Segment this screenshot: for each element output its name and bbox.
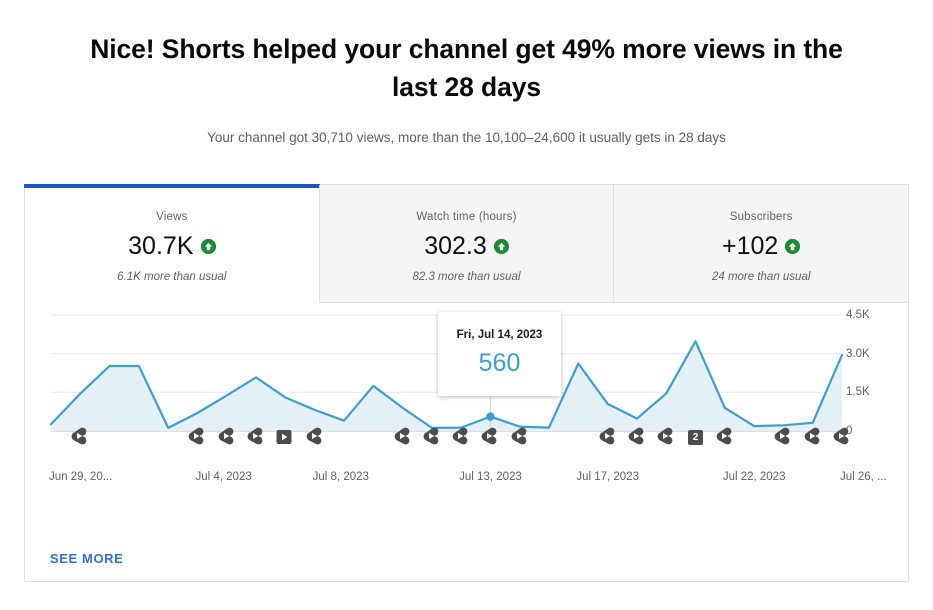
upload-marker-shorts-icon[interactable]	[774, 427, 792, 447]
upload-marker-shorts-icon[interactable]	[511, 427, 529, 447]
upload-marker-count: 2	[688, 430, 704, 445]
trend-up-icon	[785, 238, 801, 254]
tab-subscribers-label: Subscribers	[729, 211, 793, 223]
upload-marker-shorts-icon[interactable]	[423, 427, 441, 447]
y-axis-tick: 1.5K	[846, 386, 870, 399]
tab-watch-time-value: 302.3	[424, 232, 487, 260]
upload-marker-shorts-icon[interactable]	[188, 427, 206, 447]
tab-watch-time-label: Watch time (hours)	[416, 211, 517, 223]
header-block: Nice! Shorts helped your channel get 49%…	[0, 0, 933, 147]
x-axis-tick: Jul 4, 2023	[195, 471, 252, 483]
upload-marker-shorts-icon[interactable]	[71, 427, 89, 447]
tooltip-date: Fri, Jul 14, 2023	[456, 329, 543, 341]
upload-marker-shorts-icon[interactable]	[657, 427, 675, 447]
x-axis-tick: Jul 13, 2023	[459, 471, 522, 483]
chart-x-axis: Jun 29, 20... Jul 4, 2023 Jul 8, 2023 Jul 1…	[25, 470, 908, 490]
views-chart: 0 1.5K 3.0K 4.5K 2 Jun 29, 20... Jul 4, 2023…	[25, 303, 908, 528]
y-axis-tick: 0	[846, 425, 853, 437]
x-axis-tick: Jul 26, ...	[840, 471, 887, 483]
tooltip-value: 560	[478, 349, 521, 377]
tab-subscribers-note: 24 more than usual	[711, 271, 811, 283]
tab-subscribers[interactable]: Subscribers +102 24 more than usual	[613, 185, 909, 303]
tab-views-value: 30.7K	[128, 232, 194, 260]
trend-up-icon	[200, 238, 216, 254]
tab-views-note: 6.1K more than usual	[117, 271, 227, 283]
x-axis-tick: Jul 17, 2023	[576, 471, 639, 483]
page-subtitle: Your channel got 30,710 views, more than…	[207, 130, 726, 145]
metric-tabs: Views 30.7K 6.1K more than usual Watch t…	[24, 184, 909, 303]
x-axis-tick: Jun 29, 20...	[49, 471, 113, 483]
chart-tooltip: Fri, Jul 14, 2023 560	[438, 312, 561, 396]
upload-marker-video-icon[interactable]	[276, 427, 294, 447]
trend-up-icon	[493, 238, 509, 254]
y-axis-tick: 3.0K	[846, 347, 870, 360]
upload-marker-shorts-icon[interactable]	[804, 427, 822, 447]
upload-marker-shorts-icon[interactable]	[833, 427, 851, 447]
tab-views[interactable]: Views 30.7K 6.1K more than usual	[24, 184, 320, 303]
tab-watch-time-note: 82.3 more than usual	[412, 271, 521, 283]
upload-marker-shorts-icon[interactable]	[628, 427, 646, 447]
tab-watch-time[interactable]: Watch time (hours) 302.3 82.3 more than …	[318, 185, 614, 303]
upload-marker-shorts-icon[interactable]	[218, 427, 236, 447]
tab-watch-time-value-row: 302.3	[320, 231, 614, 261]
upload-marker-shorts-icon[interactable]	[481, 427, 499, 447]
upload-marker-shorts-icon[interactable]	[716, 427, 734, 447]
x-axis-tick: Jul 8, 2023	[312, 471, 369, 483]
tab-views-label: Views	[156, 211, 188, 223]
chart-upload-markers: 2	[25, 427, 908, 455]
page-title: Nice! Shorts helped your channel get 49%…	[90, 34, 843, 102]
upload-marker-group-icon[interactable]: 2	[687, 427, 705, 447]
tab-views-value-row: 30.7K	[25, 231, 319, 261]
y-axis-tick: 4.5K	[846, 309, 870, 321]
see-more-link[interactable]: SEE MORE	[50, 551, 124, 566]
chart-y-axis: 0 1.5K 3.0K 4.5K	[836, 303, 898, 463]
tab-subscribers-value-row: +102	[614, 231, 908, 261]
upload-marker-shorts-icon[interactable]	[306, 427, 324, 447]
upload-marker-shorts-icon[interactable]	[394, 427, 412, 447]
upload-marker-shorts-icon[interactable]	[247, 427, 265, 447]
upload-marker-shorts-icon[interactable]	[599, 427, 617, 447]
tab-subscribers-value: +102	[722, 232, 779, 260]
analytics-card: Views 30.7K 6.1K more than usual Watch t…	[24, 184, 909, 582]
x-axis-tick: Jul 22, 2023	[722, 471, 786, 483]
upload-marker-shorts-icon[interactable]	[452, 427, 470, 447]
